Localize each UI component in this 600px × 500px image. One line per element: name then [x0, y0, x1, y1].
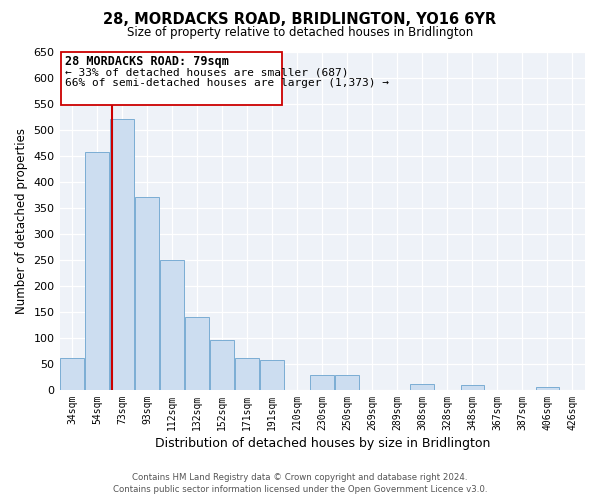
Text: Size of property relative to detached houses in Bridlington: Size of property relative to detached ho… [127, 26, 473, 39]
Bar [210, 340, 234, 390]
Text: ← 33% of detached houses are smaller (687): ← 33% of detached houses are smaller (68… [65, 67, 348, 77]
Bar [335, 376, 359, 390]
Bar [310, 376, 334, 390]
Text: 28 MORDACKS ROAD: 79sqm: 28 MORDACKS ROAD: 79sqm [65, 55, 229, 68]
Text: 66% of semi-detached houses are larger (1,373) →: 66% of semi-detached houses are larger (… [65, 78, 389, 88]
Bar [260, 360, 284, 390]
Bar [235, 358, 259, 390]
Bar [135, 198, 159, 390]
Bar [160, 260, 184, 390]
Bar [60, 358, 84, 390]
Bar [461, 384, 484, 390]
Text: Contains HM Land Registry data © Crown copyright and database right 2024.
Contai: Contains HM Land Registry data © Crown c… [113, 472, 487, 494]
Bar [185, 317, 209, 390]
FancyBboxPatch shape [61, 52, 282, 104]
Bar [85, 152, 109, 390]
X-axis label: Distribution of detached houses by size in Bridlington: Distribution of detached houses by size … [155, 437, 490, 450]
Text: 28, MORDACKS ROAD, BRIDLINGTON, YO16 6YR: 28, MORDACKS ROAD, BRIDLINGTON, YO16 6YR [103, 12, 497, 28]
Y-axis label: Number of detached properties: Number of detached properties [15, 128, 28, 314]
Bar [110, 119, 134, 390]
Bar [410, 384, 434, 390]
Bar [536, 388, 559, 390]
